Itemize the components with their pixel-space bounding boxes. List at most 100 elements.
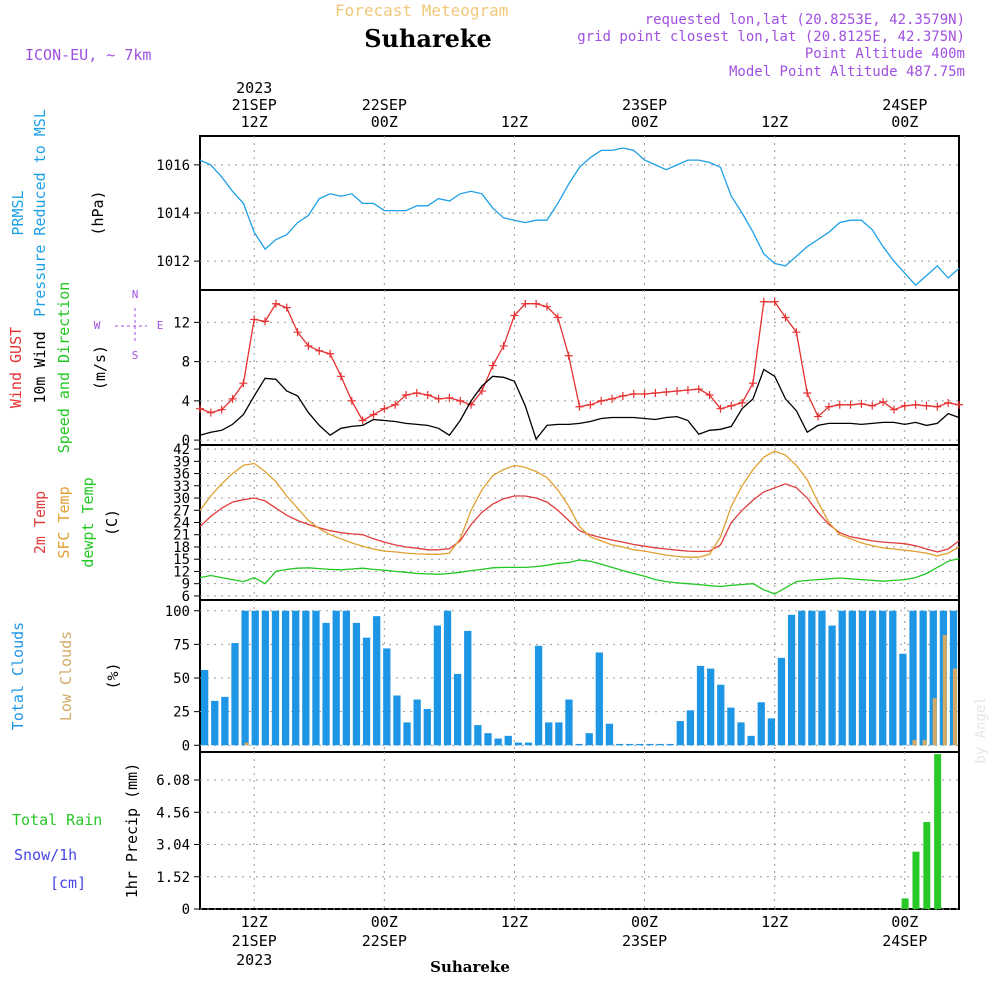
bottom-tick-label: 22SEP [362,932,407,950]
gust-point [488,361,497,370]
gust-point [336,372,345,381]
precip-ytick-label: 3.04 [156,838,190,854]
cloud-bar-total [545,722,553,746]
cloud-bar-total [828,625,836,746]
temp-ytick-label: 15 [173,552,190,568]
precip-ylabel: 1hr Precip (mm) [123,763,141,898]
gust-point [423,390,432,399]
gust-point [814,412,823,421]
precip-frame [199,751,960,910]
gust-point [239,379,248,388]
gust-point [900,401,909,410]
cloud-bar-total [605,723,614,746]
cloud-bar-total [484,733,492,746]
temp-unit: (C) [103,509,121,536]
cloud-bar-total [595,652,603,746]
gust-point [597,396,606,405]
gust-point [673,387,682,396]
cloud-bar-total [464,630,472,746]
gust-point [477,387,486,396]
cloud-bar-total [798,610,806,746]
wind-unit: (m/s) [91,345,109,390]
gust-point [824,402,833,411]
clouds-ytick-label: 100 [165,604,190,620]
cloud-bar-total [636,743,644,746]
requested-coords: requested lon,lat (20.8253E, 42.3579N) [645,12,965,28]
cloud-bar-total [433,625,442,746]
cloud-bar-total [626,743,634,746]
gust-point [261,317,270,326]
bottom-tick-label: 00Z [371,913,398,931]
top-tick-label: 22SEP [362,96,407,114]
wind-ytick-label: 8 [182,355,190,371]
cloud-bar-total [231,643,239,746]
cloud-bar-total [302,610,310,746]
cloud-bar-total [454,673,462,746]
gust-point [293,328,302,337]
cloud-bar-total [201,669,209,746]
gust-point [553,313,562,322]
cloud-bar-total [787,614,796,746]
cloud-bar-total [251,610,259,746]
gust-point [922,401,931,410]
cloud-bar-total [534,645,543,746]
rain-bar [912,851,920,909]
cloud-bar-total [332,610,340,746]
gust-point [542,302,551,311]
top-tick-label: 21SEP [232,96,277,114]
gust-point [629,389,638,398]
cloud-bar-total [312,610,320,746]
cloud-bar-total [767,718,776,746]
temp-sfc-line [199,450,960,558]
bottom-tick-label: 00Z [631,913,658,931]
gust-point [781,313,790,322]
panel-pressure: 1012 1014 1016 PRMSL Pressure Reduced to MSL… [9,109,960,317]
pressure-ytick-label: 1012 [156,254,190,270]
top-tick-label: 2023 [236,79,272,97]
cloud-bar-total [909,610,917,746]
gust-point [315,346,324,355]
cloud-bar-total [474,725,482,746]
wind-ylabel: 10m Wind [31,331,49,403]
cloud-bar-total [211,700,219,746]
pressure-ylabel: PRMSL [9,190,27,235]
cloud-bar-total [757,702,765,746]
cloud-bar-total [423,708,431,746]
gust-point [879,397,888,406]
temp-ytick-label: 39 [173,454,190,470]
panels: 1012 1014 1016 PRMSL Pressure Reduced to MSL… [7,109,963,918]
clouds-unit: (%) [104,662,122,689]
gust-point [326,349,335,358]
gust-point [759,297,768,306]
top-tick-label: 00Z [371,113,398,131]
wind-ytick-label: 0 [182,433,190,449]
cloud-bar-total [858,610,867,746]
cloud-bar-total [352,622,361,746]
cloud-bar-total [919,610,927,746]
gust-point [716,404,725,413]
temp-ytick-label: 36 [173,467,190,483]
cloud-bar-total [565,699,573,746]
wind-wind10m-line [199,368,960,441]
cloud-bar-total [383,648,391,746]
compass-e: E [157,319,164,332]
wind-ylabel: Wind GUST [7,327,25,408]
footer-location: Suhareke [430,958,510,976]
wind-ylabel: Speed and Direction [55,282,73,454]
gust-point [683,386,692,395]
temp-t2m-line [199,483,960,553]
cloud-bar-total [929,610,937,746]
cloud-bar-total [747,735,755,746]
cloud-bar-total [342,610,350,746]
model-altitude: Model Point Altitude 487.75m [729,64,965,80]
gust-point [662,388,671,397]
cloud-bar-total [281,610,290,746]
gust-point [868,401,877,410]
cloud-bar-total [848,610,856,746]
location-title: Suhareke [364,24,492,53]
bottom-tick-label: 2023 [236,951,272,969]
gust-point [271,299,280,308]
precip-ytick-label: 4.56 [156,805,190,821]
wind-ytick-label: 4 [182,394,190,410]
